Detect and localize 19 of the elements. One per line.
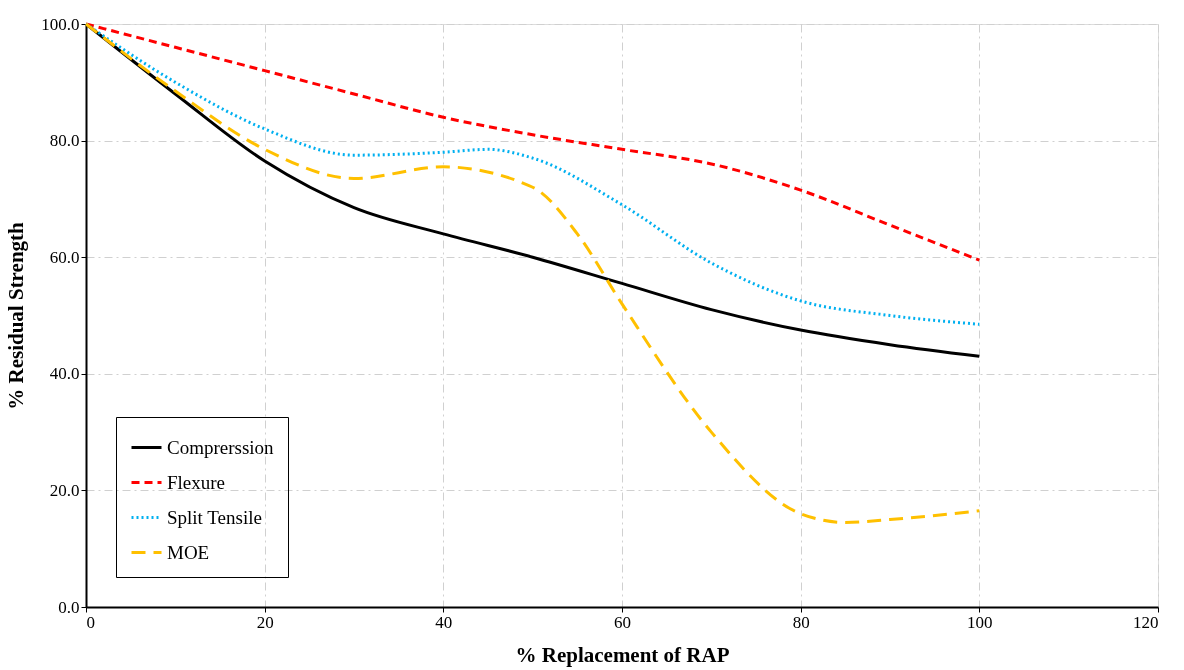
y-tick-label: 60.0 <box>49 247 80 267</box>
y-tick-label: 80.0 <box>49 131 80 151</box>
x-tick-label: 120 <box>1133 612 1159 632</box>
x-tick-label: 20 <box>256 612 274 632</box>
x-axis-title: % Replacement of RAP <box>515 642 730 667</box>
x-tick-label: 80 <box>792 612 810 632</box>
y-axis-title: % Residual Strength <box>4 221 29 410</box>
x-tick-label: 40 <box>435 612 453 632</box>
legend-label: MOE <box>167 541 210 563</box>
legend-label: Split Tensile <box>167 506 262 528</box>
y-tick-label: 100.0 <box>41 14 80 34</box>
x-tick-label: 0 <box>86 612 95 632</box>
legend-label: Comprerssion <box>167 436 275 458</box>
x-tick-label: 100 <box>967 612 993 632</box>
x-tick-label: 60 <box>614 612 631 632</box>
y-tick-label: 40.0 <box>49 364 80 384</box>
legend-label: Flexure <box>167 471 226 493</box>
y-tick-label: 20.0 <box>49 480 80 500</box>
y-tick-label: 0.0 <box>58 597 80 617</box>
